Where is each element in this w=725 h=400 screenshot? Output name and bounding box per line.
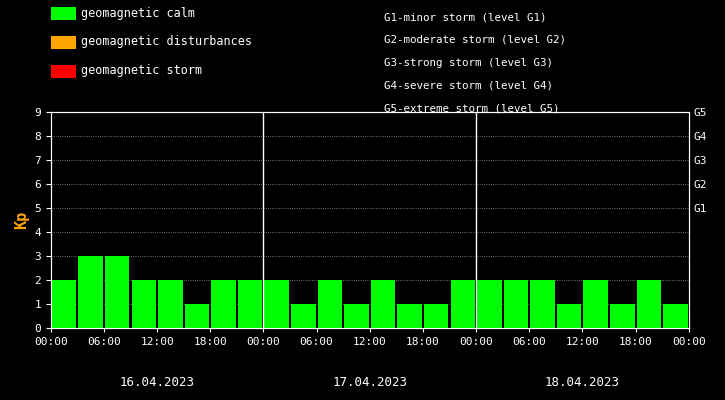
Bar [291, 304, 315, 328]
Bar [584, 280, 608, 328]
Bar [504, 280, 529, 328]
Text: geomagnetic disturbances: geomagnetic disturbances [81, 35, 252, 48]
Text: G5-extreme storm (level G5): G5-extreme storm (level G5) [384, 103, 560, 113]
Bar [450, 280, 475, 328]
Text: G2-moderate storm (level G2): G2-moderate storm (level G2) [384, 35, 566, 45]
Y-axis label: Kp: Kp [14, 211, 29, 229]
Text: geomagnetic storm: geomagnetic storm [81, 64, 202, 77]
Bar [663, 304, 688, 328]
Bar [131, 280, 156, 328]
Bar [424, 304, 449, 328]
Bar [158, 280, 183, 328]
Bar [370, 280, 395, 328]
Bar [105, 256, 130, 328]
Bar [51, 280, 76, 328]
Text: 18.04.2023: 18.04.2023 [545, 376, 620, 388]
Text: G1-minor storm (level G1): G1-minor storm (level G1) [384, 12, 547, 22]
Bar [610, 304, 634, 328]
Bar [397, 304, 422, 328]
Bar [557, 304, 581, 328]
Bar [238, 280, 262, 328]
Bar [318, 280, 342, 328]
Bar [185, 304, 210, 328]
Bar [211, 280, 236, 328]
Text: 17.04.2023: 17.04.2023 [332, 376, 407, 388]
Text: geomagnetic calm: geomagnetic calm [81, 6, 195, 20]
Bar [637, 280, 661, 328]
Bar [344, 304, 369, 328]
Bar [265, 280, 289, 328]
Text: G3-strong storm (level G3): G3-strong storm (level G3) [384, 58, 553, 68]
Bar [78, 256, 103, 328]
Bar [530, 280, 555, 328]
Text: 16.04.2023: 16.04.2023 [120, 376, 194, 388]
Text: G4-severe storm (level G4): G4-severe storm (level G4) [384, 80, 553, 90]
Bar [477, 280, 502, 328]
